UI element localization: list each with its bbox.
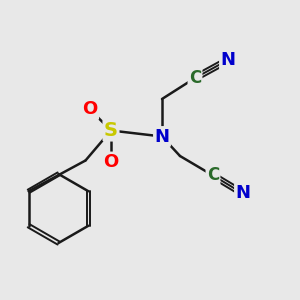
Text: N: N xyxy=(154,128,169,146)
Text: O: O xyxy=(82,100,98,118)
Text: C: C xyxy=(207,167,219,184)
Text: N: N xyxy=(220,51,236,69)
Text: C: C xyxy=(189,69,201,87)
Text: O: O xyxy=(103,153,118,171)
Text: S: S xyxy=(104,121,118,140)
Text: N: N xyxy=(236,184,250,202)
